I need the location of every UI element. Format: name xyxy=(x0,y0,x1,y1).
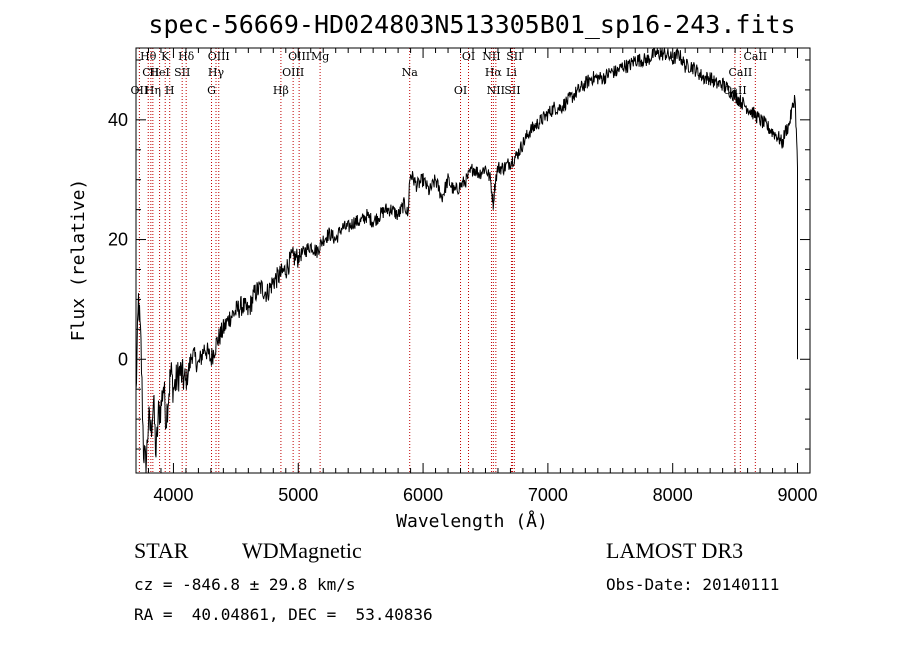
reference-line-label: NII xyxy=(487,84,505,97)
reference-line-label: OI xyxy=(462,50,475,63)
survey-name: LAMOST DR3 xyxy=(606,538,744,563)
spectrum-line xyxy=(135,46,798,474)
reference-line-label: CII xyxy=(142,66,159,79)
x-tick-label: 8000 xyxy=(653,485,693,505)
reference-line-label: SII xyxy=(506,50,522,63)
y-tick-label: 20 xyxy=(108,230,128,250)
reference-line-label: Mg xyxy=(311,50,329,63)
reference-line-label: Hγ xyxy=(208,66,225,79)
reference-line-label: SII xyxy=(504,84,520,97)
object-subclass: WDMagnetic xyxy=(242,538,362,563)
reference-line-label: G xyxy=(207,84,216,97)
object-class: STAR xyxy=(134,538,189,563)
axis-ticks: 4000 5000 6000 7000 8000 9000 0 20 40 xyxy=(108,48,818,505)
x-tick-label: 9000 xyxy=(777,485,817,505)
x-tick-label: 7000 xyxy=(528,485,568,505)
x-tick-label: 6000 xyxy=(403,485,443,505)
x-axis-label: Wavelength (Å) xyxy=(396,510,548,532)
reference-line-label: Hβ xyxy=(273,84,289,97)
x-tick-label: 5000 xyxy=(278,485,318,505)
reference-line-label: HeI xyxy=(149,66,169,79)
reference-line-label: OIII xyxy=(282,66,304,79)
reference-line-label: Na xyxy=(402,66,419,79)
y-tick-label: 0 xyxy=(118,349,128,369)
reference-line-label: Li xyxy=(506,66,517,79)
redshift-velocity: cz = -846.8 ± 29.8 km/s xyxy=(134,575,356,594)
observation-date: Obs-Date: 20140111 xyxy=(606,575,780,594)
reference-line-label: OII xyxy=(131,84,149,97)
y-axis-label: Flux (relative) xyxy=(68,179,89,342)
reference-line-label: NII xyxy=(482,50,500,63)
reference-line-label: H xyxy=(165,84,175,97)
reference-line-label: OIII xyxy=(208,50,230,63)
reference-lines: Hθ CII OII K HeI Hη Hδ SII H OIII Hγ G OIII OIII Hβ Mg N… xyxy=(131,48,767,473)
reference-line-label: OI xyxy=(454,84,467,97)
reference-line-label: Hη xyxy=(145,84,161,97)
reference-line-label: CaII xyxy=(729,66,753,79)
coordinates: RA = 40.04861, DEC = 53.40836 xyxy=(134,605,433,624)
reference-line-label: Hδ xyxy=(178,50,195,63)
reference-line-label: CaII xyxy=(743,50,767,63)
reference-line-label: OIII xyxy=(288,50,310,63)
reference-line-label: Hθ xyxy=(140,50,157,63)
y-tick-label: 40 xyxy=(108,110,128,130)
reference-line-label: K xyxy=(161,50,170,63)
reference-line-label: SII xyxy=(174,66,190,79)
reference-line-label: Hα xyxy=(485,66,503,79)
chart-title: spec-56669-HD024803N513305B01_sp16-243.f… xyxy=(148,10,795,39)
plot-frame xyxy=(135,47,811,474)
x-tick-label: 4000 xyxy=(153,485,193,505)
